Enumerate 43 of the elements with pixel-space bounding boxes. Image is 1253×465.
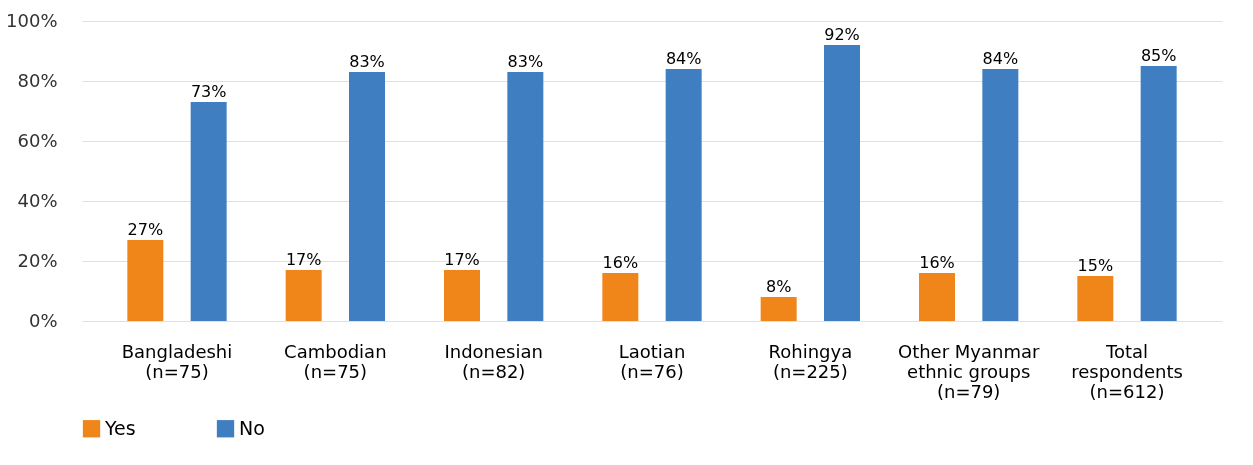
bar xyxy=(760,297,797,321)
data-label: 16% xyxy=(602,253,639,272)
x-tick-label: Bangladeshi (n=75) xyxy=(121,340,233,382)
bar xyxy=(982,69,1019,321)
x-tick-label: Other Myanmar ethnic groups (n=79) xyxy=(897,340,1040,402)
data-label: 73% xyxy=(190,82,227,101)
data-label: 17% xyxy=(444,250,480,269)
data-label: 17% xyxy=(285,250,322,269)
bar xyxy=(507,72,544,321)
bar xyxy=(285,270,322,321)
data-label: 83% xyxy=(507,52,544,71)
x-tick-label: Total respondents (n=612) xyxy=(1071,340,1183,402)
bar xyxy=(127,240,164,321)
x-tick-label: Laotian (n=76) xyxy=(618,340,686,382)
data-label: 83% xyxy=(349,52,385,71)
y-tick-label: 80% xyxy=(17,69,58,91)
data-label: 16% xyxy=(919,253,955,272)
x-tick-label: Rohingya (n=225) xyxy=(768,340,853,382)
x-tick-label: Indonesian (n=82) xyxy=(444,340,543,382)
data-label: 84% xyxy=(665,49,702,68)
data-label: 85% xyxy=(1140,46,1177,65)
bar xyxy=(665,69,702,321)
data-label: 92% xyxy=(824,25,860,44)
bar xyxy=(190,102,227,321)
data-label: 27% xyxy=(127,220,164,239)
y-tick-label: 0% xyxy=(28,309,58,331)
bar xyxy=(1140,66,1177,321)
y-tick-label: 40% xyxy=(17,189,58,211)
y-tick-label: 20% xyxy=(17,249,58,271)
y-tick-label: 60% xyxy=(17,129,58,151)
bar xyxy=(444,270,480,321)
data-label: 15% xyxy=(1077,256,1114,275)
bar xyxy=(919,273,955,321)
bar xyxy=(1077,276,1114,321)
y-tick-label: 100% xyxy=(6,9,58,31)
legend-label: No xyxy=(239,416,265,439)
legend-label: Yes xyxy=(104,416,136,439)
x-tick-label: Cambodian (n=75) xyxy=(284,340,387,382)
bar xyxy=(349,72,385,321)
data-label: 84% xyxy=(982,49,1019,68)
bar xyxy=(824,45,860,321)
bar xyxy=(602,273,639,321)
data-label: 8% xyxy=(765,277,792,296)
